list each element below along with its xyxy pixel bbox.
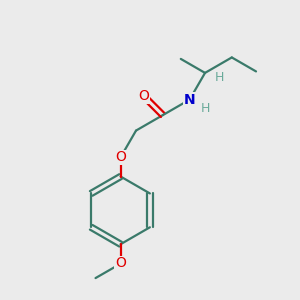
Text: N: N: [184, 93, 195, 107]
Text: O: O: [138, 89, 149, 103]
Text: O: O: [115, 256, 126, 270]
Text: H: H: [215, 71, 224, 84]
Text: H: H: [201, 102, 210, 115]
Text: O: O: [115, 150, 126, 164]
